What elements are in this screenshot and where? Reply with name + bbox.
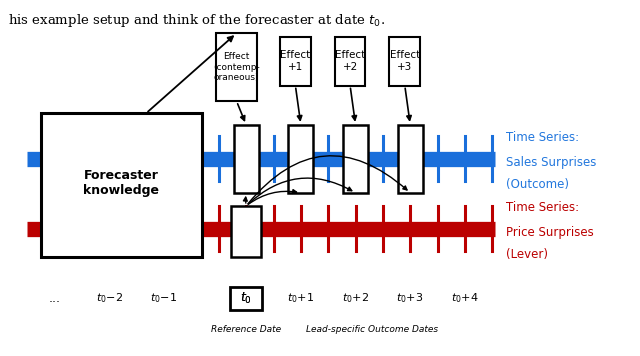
Text: $t_0$: $t_0$ xyxy=(240,291,252,306)
Text: $t_0$: $t_0$ xyxy=(240,291,252,306)
Text: Effect
(contemp-
oraneous): Effect (contemp- oraneous) xyxy=(213,52,260,82)
Text: $t_0\!-\!2$: $t_0\!-\!2$ xyxy=(95,292,124,305)
Bar xyxy=(216,33,257,101)
Bar xyxy=(343,125,368,193)
Text: Lead-specific Outcome Dates: Lead-specific Outcome Dates xyxy=(306,325,438,334)
Bar xyxy=(335,37,365,85)
Bar xyxy=(397,125,423,193)
Text: Time Series:: Time Series: xyxy=(506,201,579,214)
Text: Reference Date: Reference Date xyxy=(211,325,281,334)
Text: Forecaster
knowledge: Forecaster knowledge xyxy=(83,169,159,197)
Text: $t_0\!-\!1$: $t_0\!-\!1$ xyxy=(150,292,178,305)
Text: (Outcome): (Outcome) xyxy=(506,178,569,192)
Text: Time Series:: Time Series: xyxy=(506,131,579,145)
Text: his example setup and think of the forecaster at date $t_0$.: his example setup and think of the forec… xyxy=(8,12,385,29)
Text: Sales Surprises: Sales Surprises xyxy=(506,156,596,169)
Text: Effect
+2: Effect +2 xyxy=(335,50,365,72)
Text: Effect
+1: Effect +1 xyxy=(280,50,310,72)
Bar xyxy=(231,206,262,257)
Bar xyxy=(280,37,310,85)
Text: ...: ... xyxy=(49,292,61,305)
Bar xyxy=(390,37,420,85)
Bar xyxy=(230,287,262,310)
Text: $t_0\!+\!4$: $t_0\!+\!4$ xyxy=(451,292,479,305)
Bar xyxy=(288,125,314,193)
Text: (Lever): (Lever) xyxy=(506,248,548,261)
Text: $t_0\!+\!1$: $t_0\!+\!1$ xyxy=(287,292,315,305)
Text: Effect
+3: Effect +3 xyxy=(390,50,420,72)
Bar xyxy=(41,114,202,257)
Text: $t_0\!+\!3$: $t_0\!+\!3$ xyxy=(396,292,424,305)
Text: Price Surprises: Price Surprises xyxy=(506,226,594,239)
Bar xyxy=(234,125,259,193)
Text: $t_0\!+\!2$: $t_0\!+\!2$ xyxy=(342,292,369,305)
